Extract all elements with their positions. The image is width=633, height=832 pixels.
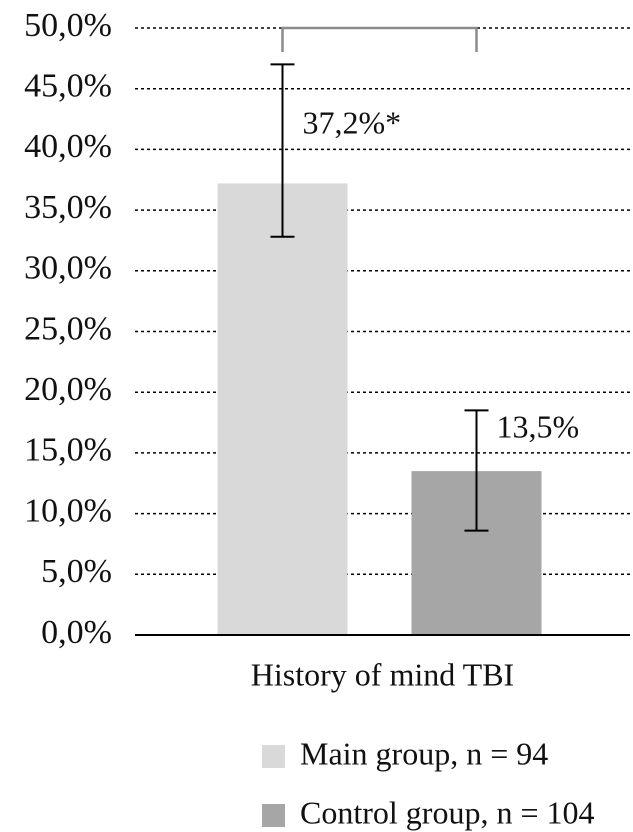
legend-swatch — [262, 745, 285, 768]
y-tick-label: 50,0% — [24, 7, 112, 44]
significance-bracket — [281, 26, 478, 52]
y-tick-label: 40,0% — [24, 128, 112, 165]
y-tick-label: 30,0% — [24, 250, 112, 287]
error-bar — [270, 63, 295, 238]
error-bar — [464, 409, 489, 532]
y-tick-label: 45,0% — [24, 67, 112, 104]
y-tick-label: 10,0% — [24, 492, 112, 529]
y-tick-label: 20,0% — [24, 371, 112, 408]
y-tick-label: 15,0% — [24, 432, 112, 469]
legend-label: Main group, n = 94 — [300, 735, 548, 771]
y-tick-label: 5,0% — [41, 553, 112, 590]
y-tick-label: 25,0% — [24, 310, 112, 347]
x-tick-label: History of mind TBI — [251, 656, 514, 692]
bar — [217, 183, 348, 635]
data-label: 13,5% — [497, 408, 580, 444]
data-label: 37,2%* — [303, 105, 402, 141]
y-tick-label: 0,0% — [41, 614, 112, 651]
y-tick-label: 35,0% — [24, 189, 112, 226]
legend-label: Control group, n = 104 — [300, 794, 594, 830]
legend-swatch — [262, 804, 285, 827]
